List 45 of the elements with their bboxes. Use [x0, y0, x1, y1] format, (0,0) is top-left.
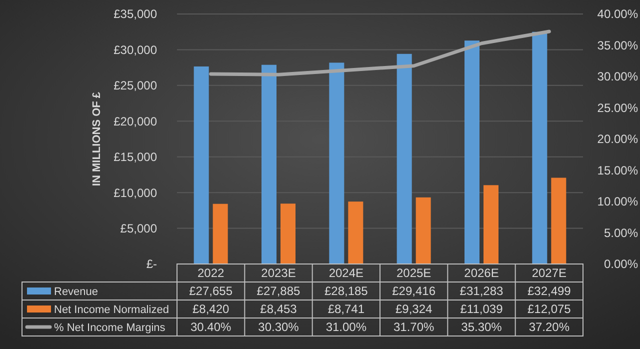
y2-tick-label: 15.00% — [597, 163, 638, 178]
y2-tick-label: 35.00% — [597, 38, 638, 52]
y-axis-title: IN MILLIONS OF £ — [91, 92, 103, 186]
data-label: £27,885 — [256, 284, 301, 298]
legend-label: Net Income Normalized — [54, 304, 169, 316]
data-label: £29,416 — [392, 284, 436, 298]
data-label: £8,741 — [328, 302, 365, 316]
y-tick-label: £5,000 — [120, 221, 158, 236]
data-label: £12,075 — [527, 302, 572, 316]
y2-tick-label: 5.00% — [604, 226, 638, 240]
data-label: £11,039 — [460, 302, 504, 316]
data-label: 31.70% — [393, 320, 435, 334]
data-label: £8,420 — [192, 302, 230, 316]
y-tick-label: £25,000 — [114, 78, 158, 93]
y2-tick-label: 25.00% — [597, 100, 638, 115]
data-label: £27,655 — [189, 284, 233, 298]
legend-label: % Net Income Margins — [54, 322, 166, 334]
x-tick-label: 2027E — [532, 266, 567, 280]
x-tick-label: 2024E — [328, 266, 364, 280]
x-tick-label: 2023E — [261, 266, 296, 280]
y-tick-label: £- — [146, 257, 157, 272]
data-label: £9,324 — [395, 302, 433, 316]
data-label: 31.00% — [326, 320, 367, 334]
y-tick-label: £10,000 — [114, 186, 158, 200]
data-label: £28,185 — [324, 284, 368, 298]
data-label: 30.40% — [190, 320, 232, 334]
y-tick-label: £15,000 — [114, 150, 158, 164]
y2-tick-label: 40.00% — [597, 7, 638, 22]
data-label: 30.30% — [258, 320, 300, 334]
data-label: £32,499 — [527, 284, 572, 298]
y2-tick-label: 0.00% — [604, 257, 638, 272]
x-tick-label: 2026E — [464, 266, 499, 280]
data-label: 37.20% — [528, 320, 570, 334]
y2-tick-label: 10.00% — [597, 194, 638, 209]
x-tick-label: 2022 — [197, 266, 225, 280]
y2-tick-label: 20.00% — [597, 132, 638, 146]
x-tick-label: 2025E — [396, 266, 432, 280]
y-tick-label: £30,000 — [114, 42, 158, 57]
data-label: £31,283 — [460, 284, 504, 298]
data-label: £8,453 — [260, 302, 298, 316]
data-label: 35.30% — [461, 320, 502, 334]
y-tick-label: £20,000 — [114, 114, 158, 128]
y2-tick-label: 30.00% — [597, 70, 638, 84]
legend-label: Revenue — [54, 286, 98, 298]
y-tick-label: £35,000 — [114, 7, 158, 22]
